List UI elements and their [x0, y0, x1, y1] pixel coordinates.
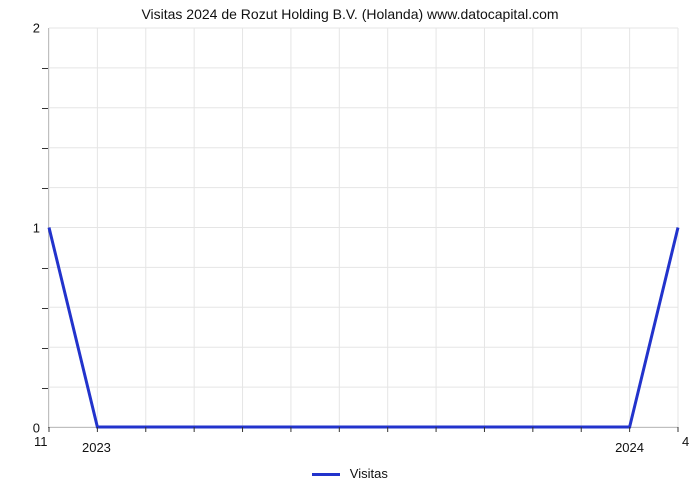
- x-tick-label: 2024: [615, 440, 644, 455]
- legend-swatch: [312, 473, 340, 476]
- bottom-left-label: 11: [34, 434, 48, 449]
- legend-label: Visitas: [350, 466, 388, 481]
- y-minor-tick: [42, 348, 48, 349]
- y-minor-tick: [42, 268, 48, 269]
- x-tick-label: 2023: [82, 440, 111, 455]
- y-minor-tick: [42, 188, 48, 189]
- visits-chart: Visitas 2024 de Rozut Holding B.V. (Hola…: [0, 0, 700, 500]
- legend: Visitas: [0, 466, 700, 481]
- chart-svg: [49, 28, 678, 427]
- y-tick-label: 2: [10, 21, 40, 36]
- y-minor-tick: [42, 308, 48, 309]
- chart-title: Visitas 2024 de Rozut Holding B.V. (Hola…: [0, 6, 700, 22]
- y-minor-tick: [42, 108, 48, 109]
- y-minor-tick: [42, 68, 48, 69]
- plot-area: [48, 28, 678, 428]
- y-minor-tick: [42, 148, 48, 149]
- y-minor-tick: [42, 388, 48, 389]
- y-tick-label: 1: [10, 221, 40, 236]
- bottom-right-label: 4: [682, 434, 689, 449]
